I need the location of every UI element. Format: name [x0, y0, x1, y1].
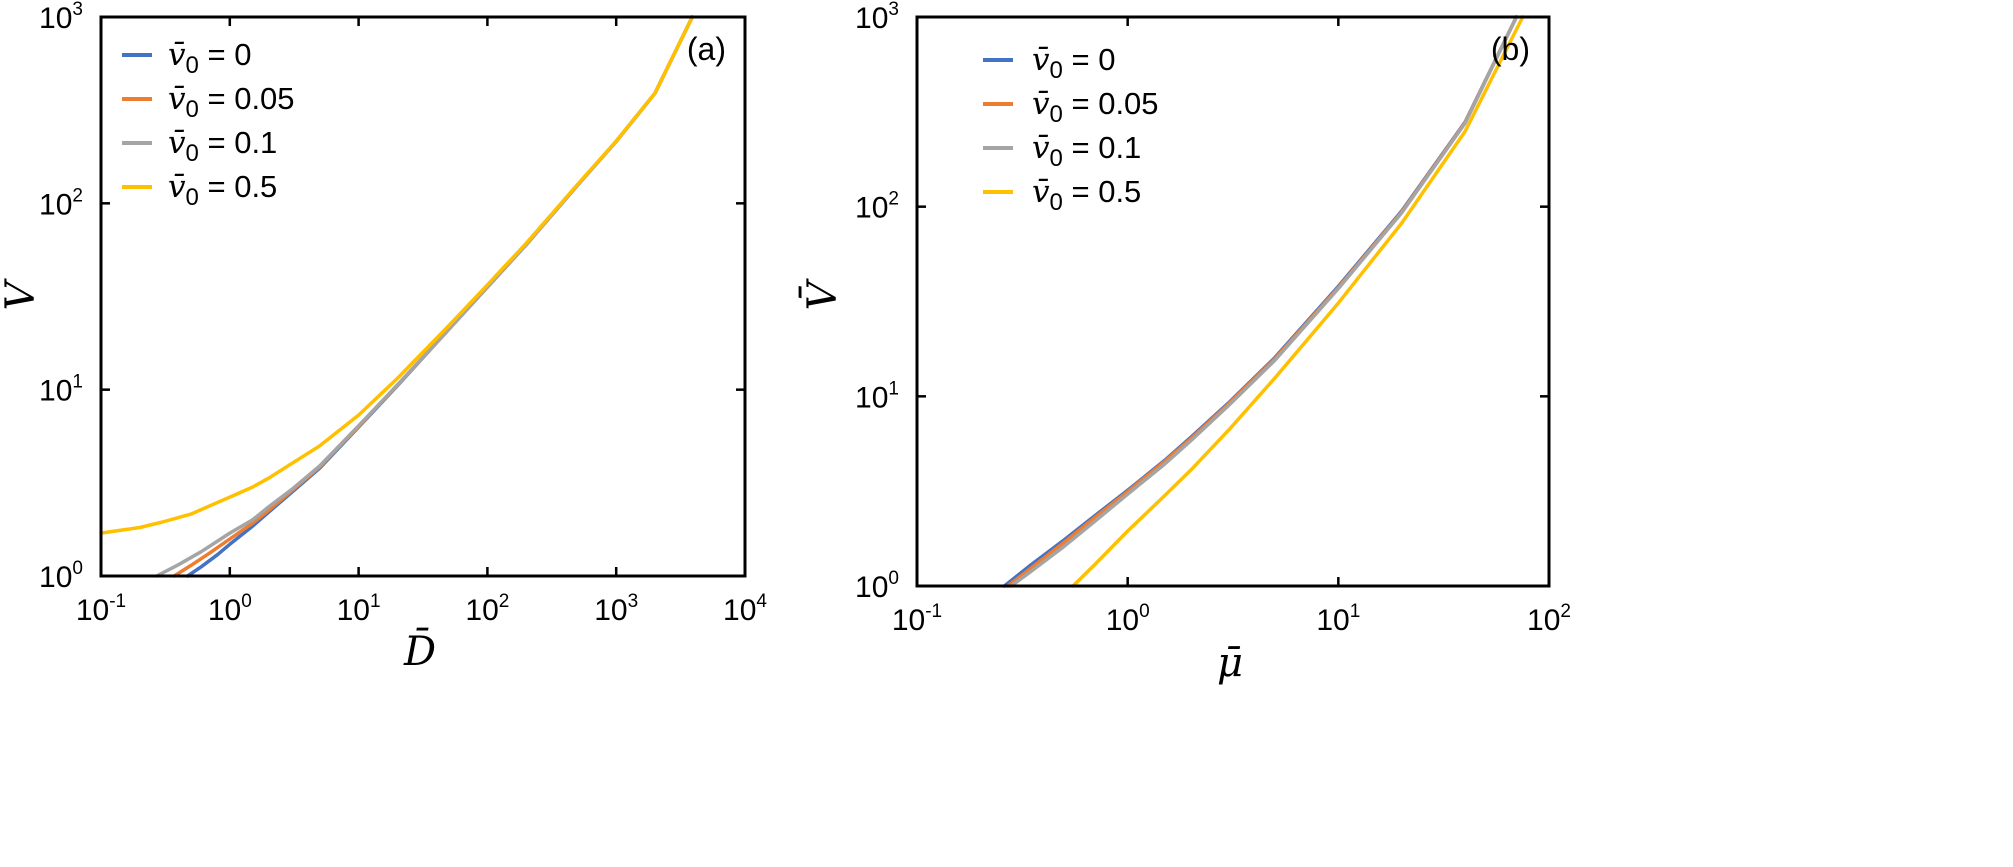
- panel-a-x-tick-label: 104: [723, 591, 767, 627]
- panel-b-y-axis-label: V̄: [799, 277, 846, 310]
- panel-b-series-line-3: [1071, 15, 1525, 588]
- panel-a-y-axis-label: V̄: [0, 277, 44, 310]
- panel-a-y-tick-label: 101: [39, 372, 83, 408]
- panel-b-legend-entry-2: v̄0 = 0.1: [1032, 130, 1141, 172]
- panel-b-legend: v̄0 = 0v̄0 = 0.05v̄0 = 0.1v̄0 = 0.5: [983, 42, 1159, 216]
- panel-a-legend-entry-1: v̄0 = 0.05: [168, 81, 295, 123]
- panel-b-plot-frame: [915, 15, 1551, 588]
- panel-b-x-axis-label: μ̄: [1217, 640, 1243, 686]
- panel-a-x-tick-label: 102: [465, 591, 509, 627]
- panel-a-y-tick-label: 100: [39, 558, 83, 594]
- panel-a-y-tick-label: 103: [39, 0, 83, 35]
- panel-a-x-tick-label: 10-1: [76, 591, 126, 627]
- panel-a-plot-frame: [99, 15, 747, 578]
- panel-b-legend-entry-0: v̄0 = 0: [1032, 42, 1115, 84]
- panel-a-legend: v̄0 = 0v̄0 = 0.05v̄0 = 0.1v̄0 = 0.5: [122, 37, 295, 211]
- panel-b-x-tick-label: 102: [1527, 601, 1571, 637]
- panel-b-y-tick-label: 101: [855, 378, 899, 414]
- panel-b-legend-entry-1: v̄0 = 0.05: [1032, 86, 1159, 128]
- panel-b-x-tick-label: 101: [1316, 601, 1360, 637]
- panel-b-series-lines: [1002, 15, 1525, 588]
- panel-b-label: (b): [1491, 31, 1530, 67]
- panel-a-x-tick-label: 100: [208, 591, 252, 627]
- panel-a-legend-entry-3: v̄0 = 0.5: [168, 169, 277, 211]
- panel-b-y-tick-label: 100: [855, 568, 899, 604]
- panel-a-x-tick-label: 101: [337, 591, 381, 627]
- panel-b-y-tick-label: 103: [855, 0, 899, 35]
- panel-a-series-line-3: [99, 15, 695, 535]
- panel-b-series-line-2: [1009, 15, 1519, 588]
- panel-a-y-tick-label: 102: [39, 185, 83, 221]
- panel-a-legend-entry-2: v̄0 = 0.1: [168, 125, 277, 167]
- panel-b-x-tick-label: 100: [1106, 601, 1150, 637]
- panel-b-legend-entry-3: v̄0 = 0.5: [1032, 174, 1141, 216]
- panel-a-x-tick-label: 103: [594, 591, 638, 627]
- panel-b-x-tick-label: 10-1: [892, 601, 942, 637]
- panel-b-y-tick-label: 102: [855, 189, 899, 225]
- panel-a-x-axis-label: D̄: [403, 628, 436, 675]
- panel-a-legend-entry-0: v̄0 = 0: [168, 37, 251, 79]
- panel-a-series-lines: [99, 15, 695, 578]
- panel-a-label: (a): [687, 31, 726, 67]
